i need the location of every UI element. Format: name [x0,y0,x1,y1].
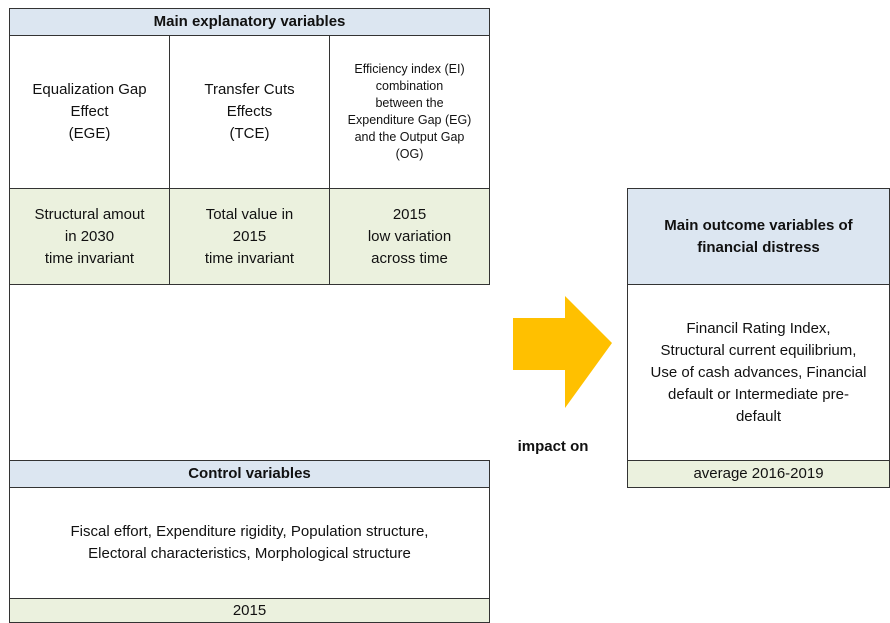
arrow-shape [513,296,612,408]
outcome-footer: average 2016-2019 [627,460,890,488]
variable-description: Structural amout in 2030 time invariant [9,188,170,285]
variable-label: Transfer Cuts Effects (TCE) [169,35,330,189]
main-title: Main explanatory variables [9,8,490,36]
variable-label: Efficiency index (EI) combination betwee… [329,35,490,189]
control-footer: 2015 [9,598,490,623]
arrow-label: impact on [517,438,589,455]
left-border [9,284,10,461]
control-title: Control variables [9,460,490,488]
variable-description: Total value in 2015 time invariant [169,188,330,285]
outcome-title: Main outcome variables of financial dist… [627,188,890,285]
arrow [513,296,612,408]
variable-description: 2015 low variation across time [329,188,490,285]
control-body: Fiscal effort, Expenditure rigidity, Pop… [9,487,490,599]
outcome-body: Financil Rating Index, Structural curren… [627,284,890,461]
variable-label: Equalization Gap Effect (EGE) [9,35,170,189]
